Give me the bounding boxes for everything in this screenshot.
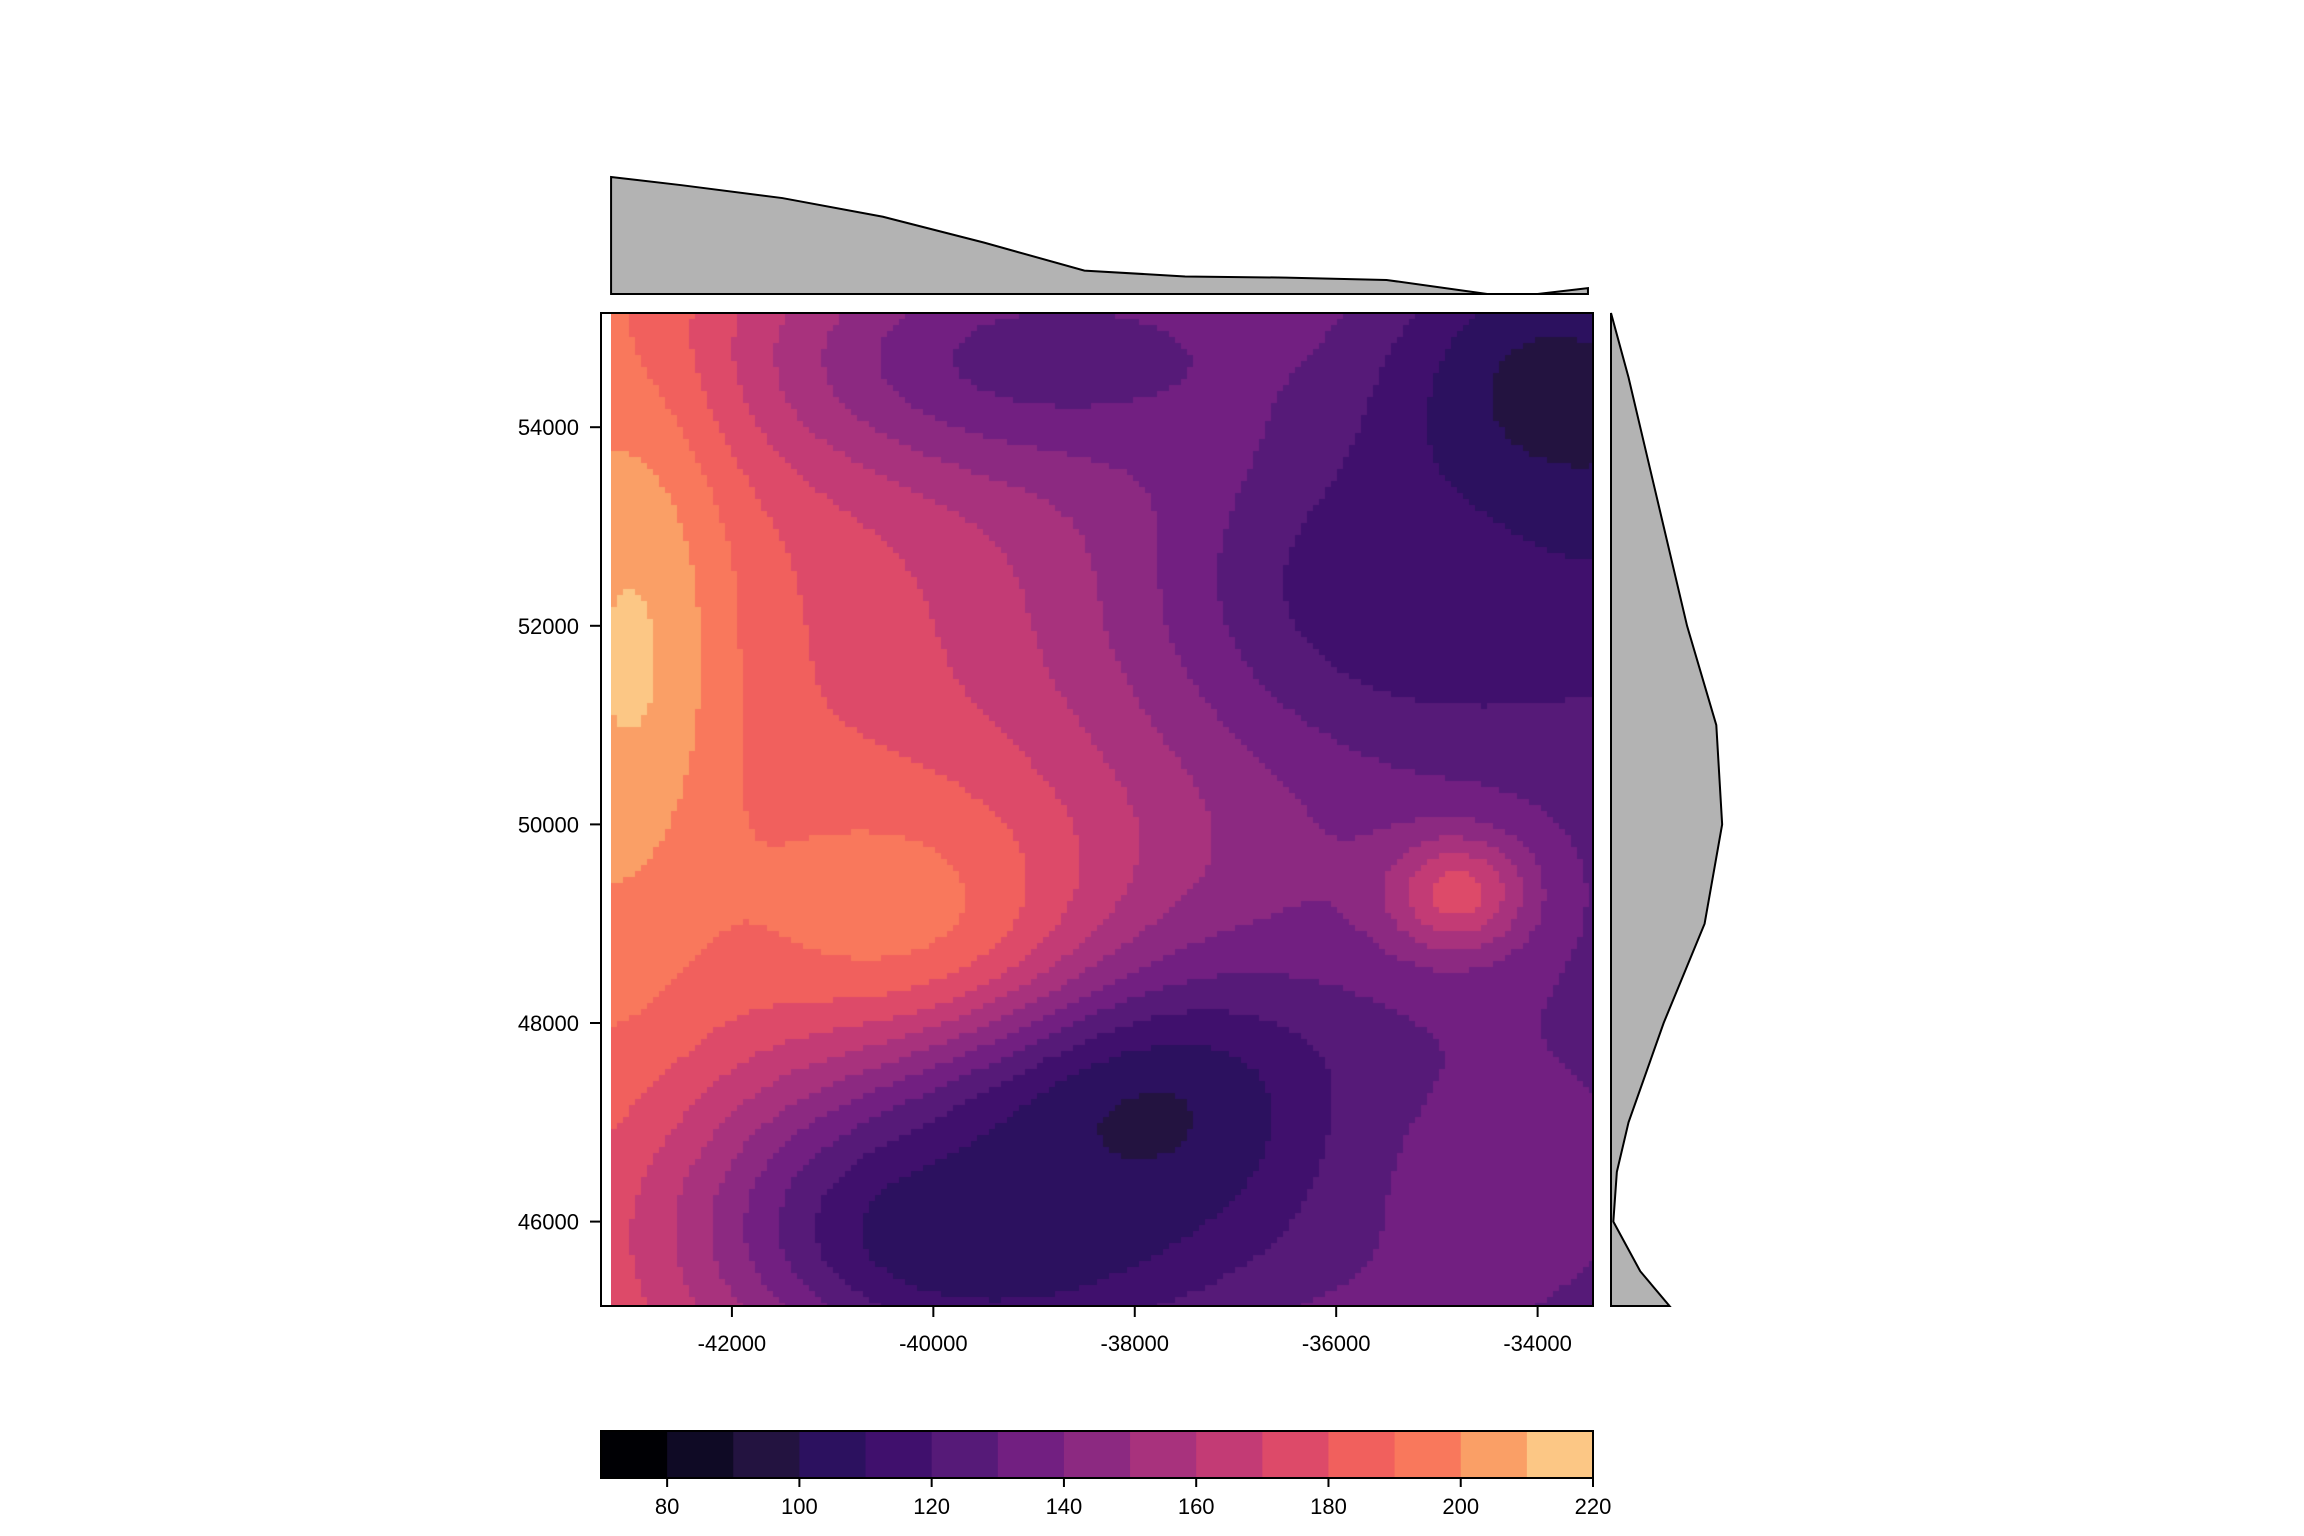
x-tick-label: -40000 [899,1331,968,1356]
legend-swatch [1526,1431,1594,1478]
legend-swatch [1328,1431,1396,1478]
legend-swatch [799,1431,867,1478]
x-tick-label: -36000 [1302,1331,1371,1356]
y-axis: 46000 48000 50000 52000 54000 [518,415,602,1235]
y-tick-label: 46000 [518,1210,579,1235]
legend-tick-label: 160 [1178,1494,1215,1519]
legend-tick-label: 80 [655,1494,679,1519]
legend-frame [600,1430,1594,1479]
y-tick-label: 52000 [518,614,579,639]
top-marginal-area [610,175,1589,295]
legend-tick-label: 180 [1310,1494,1347,1519]
legend-swatch [1196,1431,1263,1478]
legend-swatch [1130,1431,1197,1478]
legend-swatch [931,1431,999,1478]
right-marginal-plot [1610,312,1724,1307]
x-tick-label: -34000 [1503,1331,1572,1356]
raster-map [600,312,1594,1307]
x-axis: -42000 -40000 -38000 -36000 -34000 [698,1305,1572,1356]
legend-swatch [865,1431,933,1478]
legend-tick-label: 100 [781,1494,818,1519]
legend-tick-label: 140 [1046,1494,1083,1519]
legend-swatch [1460,1431,1528,1478]
legend-tick-label: 120 [913,1494,950,1519]
legend-tick-label: 200 [1442,1494,1479,1519]
y-tick-label: 50000 [518,812,579,837]
raster-canvas [611,313,1593,1306]
legend-swatch [1394,1431,1462,1478]
top-marginal-plot [610,175,1589,295]
legend-swatch [733,1431,800,1478]
x-tick-label: -42000 [698,1331,767,1356]
legend-swatch [997,1431,1065,1478]
legend-tick-label: 220 [1575,1494,1612,1519]
right-marginal-area [1610,312,1724,1307]
legend-swatch [667,1431,734,1478]
y-tick-label: 48000 [518,1011,579,1036]
legend-swatch [1063,1431,1131,1478]
y-tick-label: 54000 [518,415,579,440]
x-tick-label: -38000 [1101,1331,1170,1356]
legend-swatch [1262,1431,1329,1478]
legend-swatch [601,1431,668,1478]
color-legend: 80 100 120 140 160 180 200 220 [600,1430,1612,1519]
